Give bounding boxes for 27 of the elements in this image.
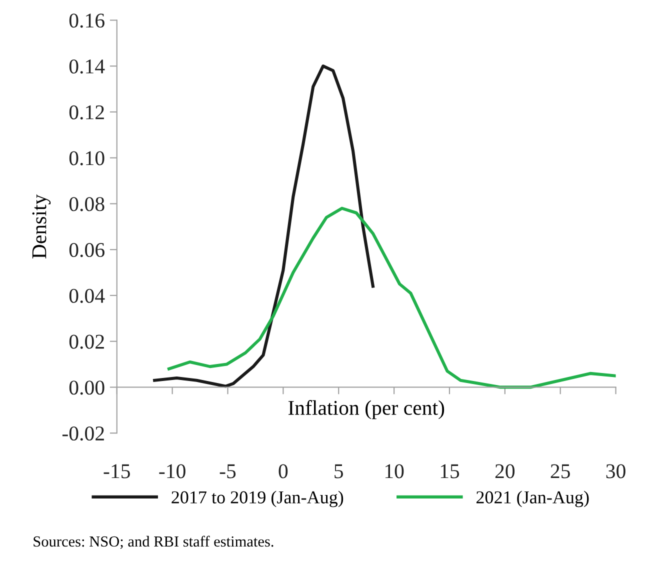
x-tick-label: 20 xyxy=(495,464,515,478)
x-tick-label: -5 xyxy=(220,464,236,478)
x-axis-title: Inflation (per cent) xyxy=(288,400,444,420)
x-tick-label: -15 xyxy=(104,464,130,478)
y-tick-label: 0.06 xyxy=(69,242,104,258)
y-tick-label: 0.16 xyxy=(69,14,104,28)
y-tick-label: -0.02 xyxy=(62,426,104,441)
y-tick-label: 0.10 xyxy=(69,151,104,166)
x-tick-label: 5 xyxy=(334,464,344,478)
y-tick-label: 0.12 xyxy=(69,105,104,120)
x-tick-label: 30 xyxy=(606,464,626,478)
line-series xyxy=(167,206,616,389)
y-tick-label: 0.00 xyxy=(69,380,104,395)
x-tick-label: 10 xyxy=(385,464,404,478)
y-tick-label: 0.08 xyxy=(69,197,104,212)
x-tick-label: 0 xyxy=(278,464,288,478)
y-tick-label: 0.02 xyxy=(69,334,104,349)
y-axis-title: Density xyxy=(32,194,51,258)
source-note: Sources: NSO; and RBI staff estimates. xyxy=(34,536,274,549)
legend-label: 2021 (Jan-Aug) xyxy=(476,490,589,508)
y-tick-label: 0.04 xyxy=(69,288,105,303)
x-tick-label: 15 xyxy=(440,464,460,478)
x-tick-label: 25 xyxy=(550,464,570,478)
x-tick-label: -10 xyxy=(159,464,186,478)
y-tick-label: 0.14 xyxy=(69,59,105,74)
line-series xyxy=(153,64,375,388)
legend-label: 2017 to 2019 (Jan-Aug) xyxy=(172,490,344,508)
